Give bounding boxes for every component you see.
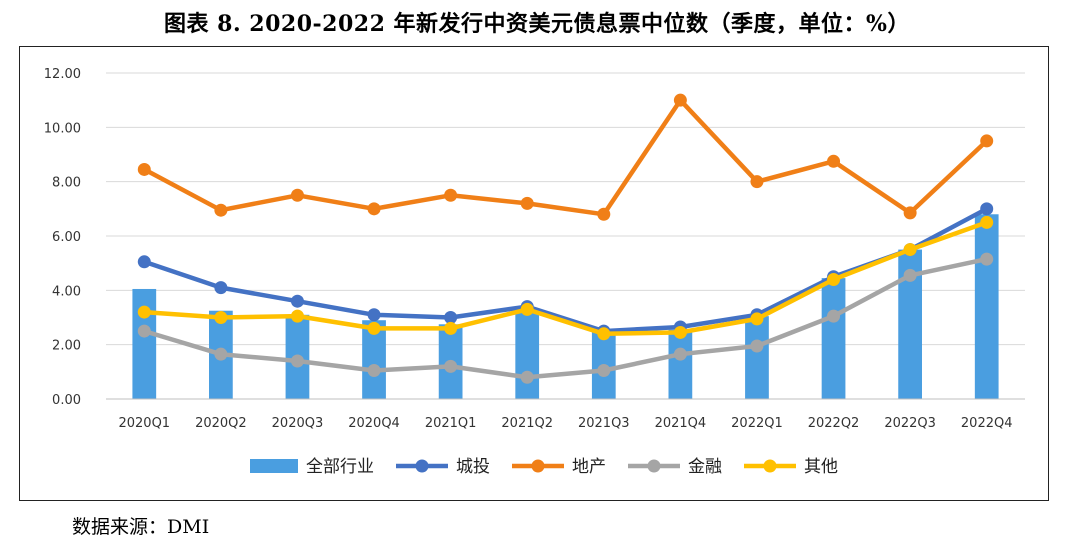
chart-area: 0.00 2.00 4.00 6.00 8.00 10.00 12.00 2020Q1 202… (19, 46, 1049, 501)
legend-label: 全部行业 (306, 457, 374, 477)
data-point (903, 206, 917, 220)
bar (362, 320, 386, 399)
data-point (137, 255, 151, 269)
data-point (444, 359, 458, 373)
bar (821, 278, 846, 399)
bar (974, 214, 999, 399)
x-tick-label: 2022Q3 (884, 416, 936, 431)
data-point (367, 308, 381, 322)
x-axis-ticks: 2020Q1 2020Q2 2020Q3 2020Q4 2021Q1 2021Q2 2021… (118, 416, 1012, 431)
legend-marker (763, 459, 777, 473)
data-point (214, 203, 228, 217)
data-point (520, 196, 534, 210)
data-point (750, 175, 764, 189)
data-point (827, 309, 841, 323)
data-point (444, 188, 458, 202)
bar (132, 288, 157, 399)
y-tick-label: 6.00 (52, 230, 81, 245)
data-point (137, 305, 151, 319)
legend-swatch (250, 459, 298, 473)
series-line (142, 220, 989, 337)
data-point (444, 321, 458, 335)
data-point (827, 272, 841, 286)
data-point (290, 188, 304, 202)
legend-label: 金融 (688, 457, 722, 477)
data-point (214, 311, 228, 324)
y-tick-label: 8.00 (52, 176, 81, 191)
legend-marker (647, 459, 661, 473)
x-tick-label: 2020Q2 (195, 416, 247, 431)
x-tick-label: 2021Q3 (578, 416, 630, 431)
data-point (597, 363, 611, 377)
legend: 全部行业 城投 地产 金融 其他 (250, 457, 838, 477)
data-point (750, 312, 764, 326)
legend-label: 城投 (456, 457, 490, 477)
legend-marker (531, 459, 545, 473)
x-tick-label: 2021Q4 (655, 416, 707, 431)
data-point (750, 339, 764, 353)
bar (668, 329, 693, 399)
legend-label: 其他 (804, 457, 838, 477)
bar (745, 316, 769, 399)
data-point (673, 325, 687, 339)
legend-marker (415, 459, 429, 473)
data-point (597, 327, 611, 341)
data-point (827, 154, 841, 168)
data-point (367, 363, 381, 377)
data-point (290, 354, 304, 368)
data-point (903, 243, 917, 257)
data-point (137, 162, 151, 176)
data-point (520, 370, 534, 384)
x-tick-label: 2022Q1 (731, 416, 783, 431)
data-point (214, 281, 228, 295)
x-tick-label: 2021Q1 (425, 416, 477, 431)
data-point (980, 252, 994, 266)
grid-lines (106, 72, 1025, 346)
data-point (137, 324, 151, 338)
data-point (980, 215, 994, 229)
x-tick-label: 2020Q1 (118, 416, 170, 431)
x-tick-label: 2022Q2 (808, 416, 860, 431)
data-point (444, 311, 458, 324)
data-point (673, 347, 687, 361)
data-point (367, 321, 381, 335)
x-tick-label: 2020Q3 (272, 416, 324, 431)
data-point (290, 294, 304, 308)
y-tick-label: 2.00 (52, 339, 81, 354)
series-line (142, 256, 989, 380)
data-point (520, 302, 534, 316)
y-tick-label: 12.00 (44, 67, 81, 82)
data-point (597, 207, 611, 221)
y-tick-label: 4.00 (52, 284, 81, 299)
data-point (214, 347, 228, 361)
x-tick-label: 2022Q4 (961, 416, 1013, 431)
bar-series (132, 214, 999, 399)
y-tick-label: 10.00 (44, 121, 81, 136)
data-point (290, 309, 304, 323)
line-series (137, 93, 994, 384)
data-point (367, 202, 381, 216)
y-tick-label: 0.00 (52, 393, 81, 408)
bar (515, 307, 540, 399)
x-tick-label: 2020Q4 (348, 416, 400, 431)
source-note: 数据来源：DMI (72, 516, 210, 538)
bar (898, 249, 922, 399)
data-point (673, 93, 687, 107)
chart-title: 图表 8. 2020-2022 年新发行中资美元债息票中位数（季度，单位：%） (164, 11, 910, 37)
data-point (980, 202, 994, 216)
data-point (903, 268, 917, 282)
x-tick-label: 2021Q2 (501, 416, 553, 431)
data-point (980, 134, 994, 148)
y-axis-ticks: 0.00 2.00 4.00 6.00 8.00 10.00 12.00 (44, 67, 81, 408)
legend-label: 地产 (572, 457, 606, 477)
series-line (142, 97, 989, 217)
